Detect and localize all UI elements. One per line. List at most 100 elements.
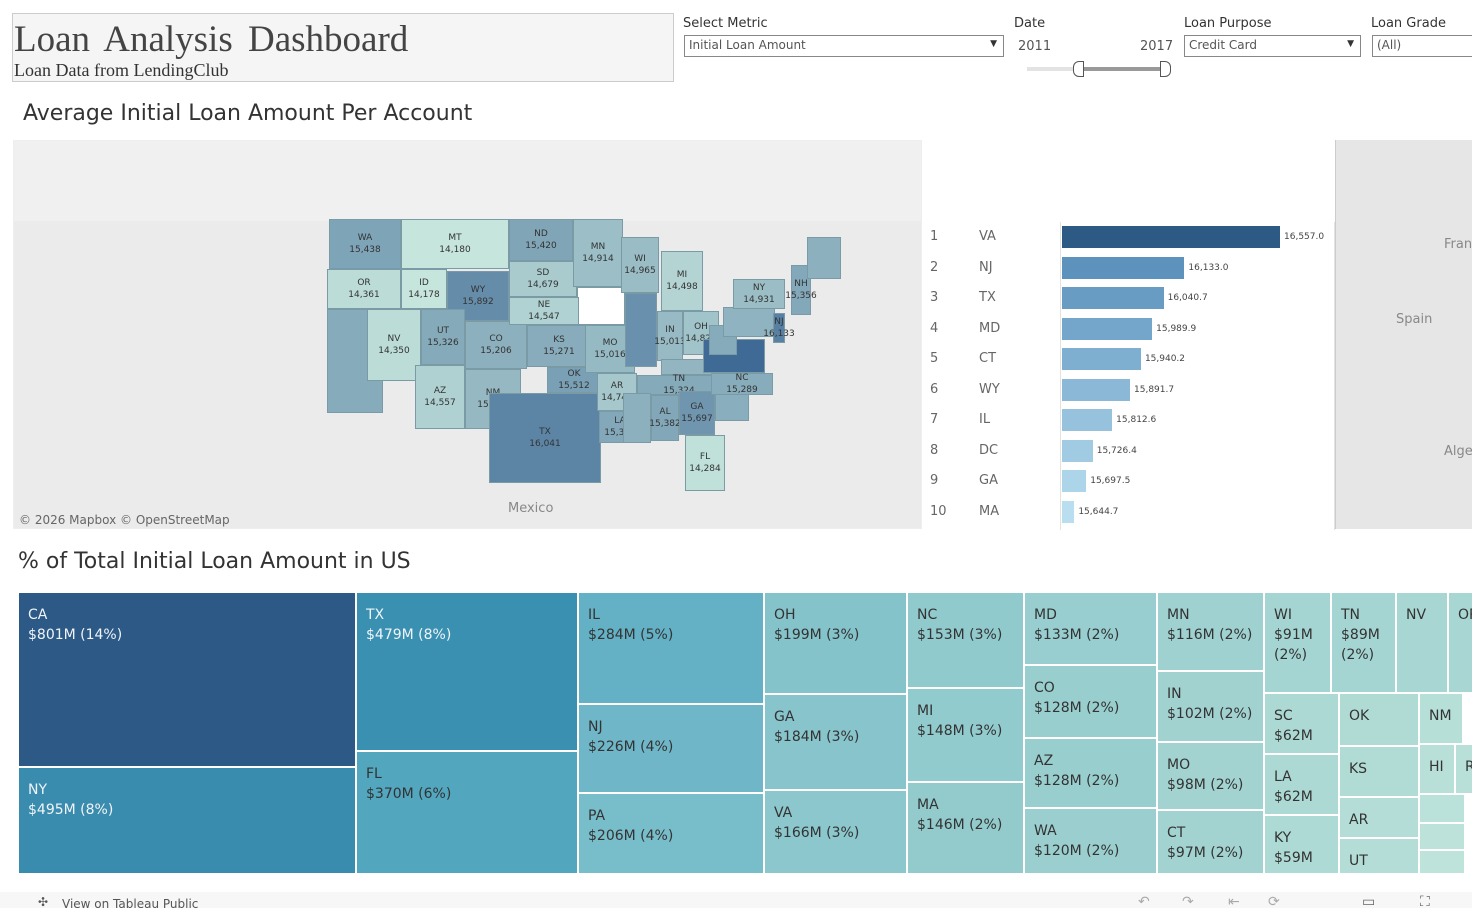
date-slider-start-handle[interactable] bbox=[1073, 61, 1084, 77]
state-MS[interactable] bbox=[623, 393, 651, 443]
state-SC[interactable] bbox=[715, 393, 749, 421]
treemap-cell-fl[interactable]: FL $370M (6%) bbox=[356, 751, 578, 874]
state-value: 14,361 bbox=[348, 290, 380, 300]
us-choropleth-map[interactable]: WA 15,438 OR 14,361 NV 14,350 MT 14,180 ID 14,178… bbox=[13, 140, 922, 529]
treemap-cell-mn[interactable]: MN $116M (2%) bbox=[1157, 592, 1264, 671]
undo-icon[interactable]: ↶ bbox=[1138, 894, 1150, 910]
fullscreen-icon[interactable]: ⛶ bbox=[1420, 894, 1430, 910]
treemap-cell-other[interactable] bbox=[1419, 794, 1465, 823]
treemap-cell-ky[interactable]: KY $59M bbox=[1264, 815, 1339, 874]
treemap-cell-or[interactable]: OR bbox=[1448, 592, 1472, 693]
treemap-cell-ct[interactable]: CT $97M (2%) bbox=[1157, 810, 1264, 874]
state-WA[interactable] bbox=[329, 219, 401, 269]
bar[interactable] bbox=[1062, 317, 1153, 340]
treemap-cell-in[interactable]: IN $102M (2%) bbox=[1157, 671, 1264, 742]
state-AZ[interactable] bbox=[415, 365, 465, 429]
state-KS[interactable] bbox=[527, 325, 591, 367]
treemap-cell-co[interactable]: CO $128M (2%) bbox=[1024, 665, 1157, 738]
treemap-cell-wi[interactable]: WI $91M (2%) bbox=[1264, 592, 1331, 693]
bar[interactable] bbox=[1062, 348, 1141, 370]
state-NH[interactable] bbox=[791, 265, 811, 315]
treemap-cell-wa[interactable]: WA $120M (2%) bbox=[1024, 808, 1157, 874]
treemap-cell-md[interactable]: MD $133M (2%) bbox=[1024, 592, 1157, 665]
treemap-cell-other[interactable] bbox=[1419, 850, 1465, 874]
bar[interactable] bbox=[1062, 378, 1130, 401]
treemap-cell-sc[interactable]: SC $62M bbox=[1264, 693, 1339, 754]
map-attribution[interactable]: © 2026 Mapbox © OpenStreetMap bbox=[19, 513, 230, 527]
state-ND[interactable] bbox=[509, 219, 573, 261]
state-ID[interactable] bbox=[401, 269, 447, 309]
treemap-cell-nv[interactable]: NV bbox=[1396, 592, 1448, 693]
bar[interactable] bbox=[1062, 287, 1164, 309]
state-AL[interactable] bbox=[651, 395, 679, 441]
redo-icon[interactable]: ↷ bbox=[1182, 894, 1194, 910]
state-NV[interactable] bbox=[367, 309, 421, 381]
treemap-cell-tx[interactable]: TX $479M (8%) bbox=[356, 592, 578, 751]
state-SD[interactable] bbox=[509, 261, 577, 297]
treemap-cell-ca[interactable]: CA $801M (14%) bbox=[18, 592, 356, 767]
bar[interactable] bbox=[1062, 439, 1093, 462]
purpose-dropdown[interactable]: Credit Card ▼ bbox=[1184, 35, 1361, 57]
treemap-cell-ny[interactable]: NY $495M (8%) bbox=[18, 767, 356, 874]
state-WI[interactable] bbox=[621, 237, 659, 293]
treemap-cell-other[interactable] bbox=[1419, 823, 1465, 850]
treemap-cell-oh[interactable]: OH $199M (3%) bbox=[764, 592, 907, 694]
state-GA[interactable] bbox=[679, 391, 715, 435]
treemap-cell-az[interactable]: AZ $128M (2%) bbox=[1024, 738, 1157, 808]
state-PA[interactable] bbox=[723, 307, 775, 337]
treemap-cell-r[interactable]: R bbox=[1455, 744, 1472, 794]
state-NE[interactable] bbox=[509, 297, 579, 325]
state-code: UT bbox=[436, 326, 450, 336]
revert-icon[interactable]: ⇤ bbox=[1228, 894, 1240, 910]
bar[interactable] bbox=[1062, 500, 1075, 523]
view-on-tableau-link[interactable]: View on Tableau Public bbox=[62, 897, 199, 911]
treemap-cell-ar[interactable]: AR bbox=[1339, 797, 1419, 838]
state-TX[interactable] bbox=[489, 393, 601, 483]
treemap-cell-ks[interactable]: KS bbox=[1339, 746, 1419, 797]
treemap-cell-pa[interactable]: PA $206M (4%) bbox=[578, 793, 764, 874]
treemap-state: VA bbox=[774, 805, 793, 821]
treemap-cell-ga[interactable]: GA $184M (3%) bbox=[764, 694, 907, 790]
treemap-cell-ok[interactable]: OK bbox=[1339, 693, 1419, 746]
treemap-cell-nm[interactable]: NM bbox=[1419, 693, 1463, 744]
state-MT[interactable] bbox=[401, 219, 509, 269]
state-MN[interactable] bbox=[573, 219, 623, 287]
state-NJ[interactable] bbox=[773, 313, 785, 343]
grade-dropdown[interactable]: (All) bbox=[1372, 35, 1472, 57]
state-UT[interactable] bbox=[421, 309, 465, 365]
state-FL[interactable] bbox=[685, 435, 725, 491]
metric-dropdown[interactable]: Initial Loan Amount ▼ bbox=[684, 35, 1004, 57]
treemap-cell-tn[interactable]: TN $89M (2%) bbox=[1331, 592, 1396, 693]
state-ME[interactable] bbox=[807, 237, 841, 279]
state-NY[interactable] bbox=[733, 279, 785, 309]
treemap-cell-hi[interactable]: HI bbox=[1419, 744, 1455, 794]
treemap-cell-nc[interactable]: NC $153M (3%) bbox=[907, 592, 1024, 688]
state-value: 14,914 bbox=[582, 254, 614, 264]
bar[interactable] bbox=[1062, 256, 1185, 279]
state-value: 14,350 bbox=[378, 346, 410, 356]
state-IA[interactable] bbox=[577, 287, 625, 325]
state-CO[interactable] bbox=[465, 321, 527, 369]
treemap-cell-mo[interactable]: MO $98M (2%) bbox=[1157, 742, 1264, 810]
treemap-cell-ma[interactable]: MA $146M (2%) bbox=[907, 782, 1024, 874]
treemap-cell-la[interactable]: LA $62M bbox=[1264, 754, 1339, 815]
date-slider-end-handle[interactable] bbox=[1160, 61, 1171, 77]
state-value: 14,498 bbox=[666, 282, 698, 292]
state-MI[interactable] bbox=[661, 251, 703, 311]
bar[interactable] bbox=[1062, 409, 1113, 431]
state-code: NJ bbox=[774, 317, 784, 327]
download-icon[interactable]: ▭ bbox=[1362, 894, 1376, 910]
state-NC[interactable] bbox=[711, 373, 773, 395]
treemap-cell-il[interactable]: IL $284M (5%) bbox=[578, 592, 764, 704]
treemap-state: NJ bbox=[588, 719, 603, 735]
treemap-cell-va[interactable]: VA $166M (3%) bbox=[764, 790, 907, 874]
treemap-cell-nj[interactable]: NJ $226M (4%) bbox=[578, 704, 764, 793]
state-label: WA 15,438 bbox=[349, 232, 381, 256]
state-IL[interactable] bbox=[625, 293, 657, 367]
bar[interactable] bbox=[1062, 470, 1087, 492]
treemap-cell-ut[interactable]: UT bbox=[1339, 838, 1419, 874]
refresh-icon[interactable]: ⟳ bbox=[1268, 894, 1280, 910]
bar[interactable] bbox=[1062, 226, 1280, 248]
treemap-cell-mi[interactable]: MI $148M (3%) bbox=[907, 688, 1024, 782]
state-OR[interactable] bbox=[327, 269, 401, 309]
